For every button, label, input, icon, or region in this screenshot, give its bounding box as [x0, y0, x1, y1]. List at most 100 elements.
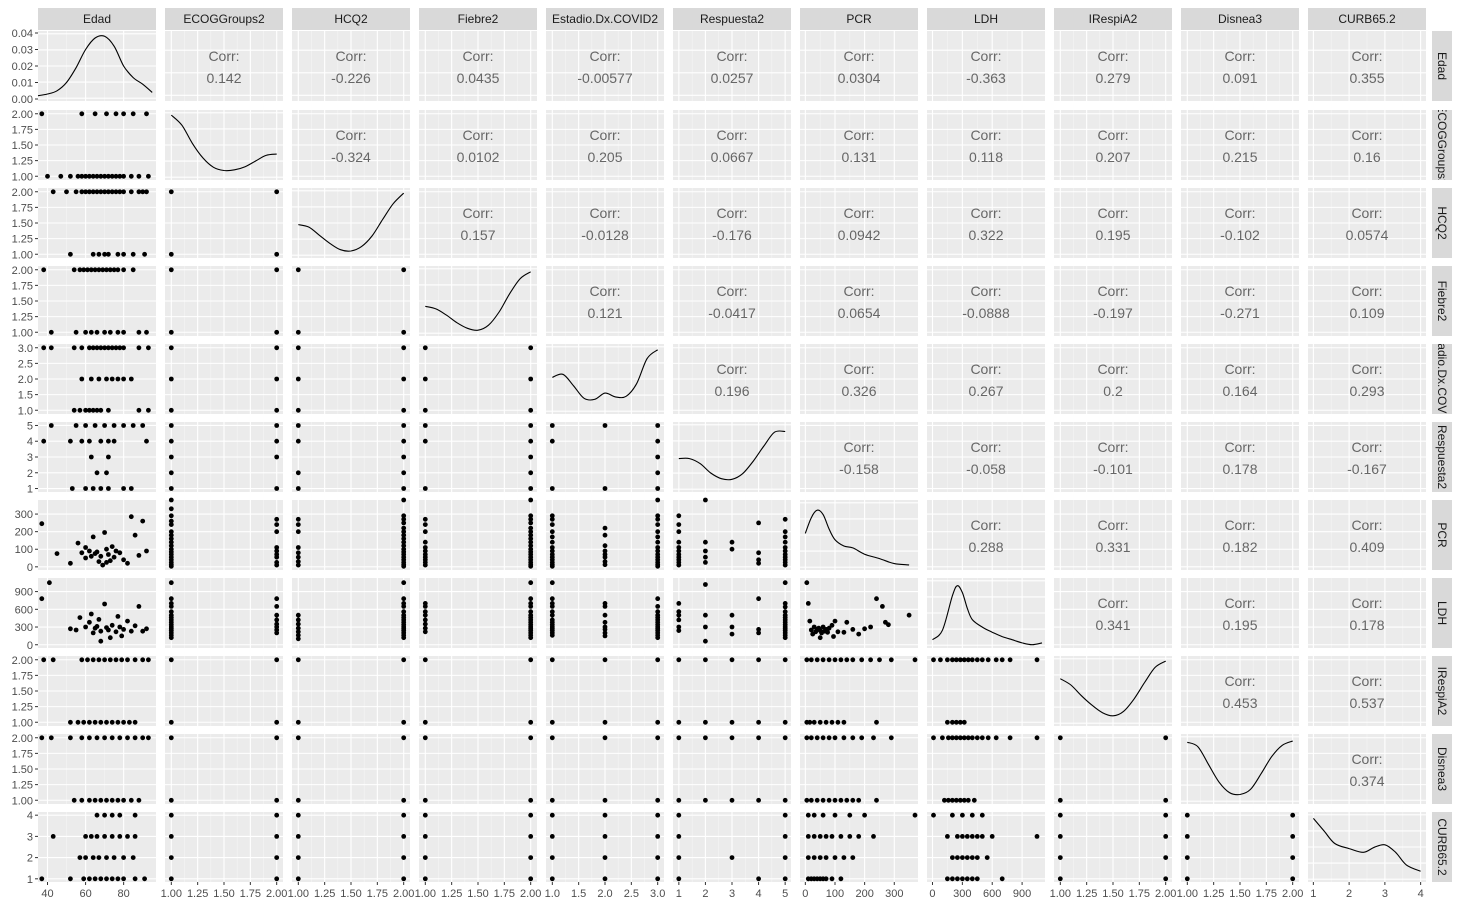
- scatter-point: [1290, 834, 1296, 839]
- correlation-label: Corr:: [1097, 595, 1128, 611]
- y-tick-label: 5: [27, 420, 33, 432]
- scatter-point: [422, 345, 428, 351]
- x-tick-label: 0: [929, 888, 935, 900]
- correlation-value: 0.16: [1353, 149, 1380, 165]
- correlation-label: Corr:: [716, 127, 747, 143]
- scatter-point: [146, 735, 151, 741]
- scatter-point: [144, 438, 149, 444]
- scatter-point: [71, 267, 77, 273]
- correlation-label: Corr:: [970, 439, 1001, 455]
- scatter-point: [109, 834, 115, 839]
- scatter-point: [50, 657, 56, 663]
- scatter-point: [823, 834, 829, 839]
- scatter-point: [50, 189, 56, 195]
- scatter-point: [602, 525, 608, 531]
- x-tick-label: 600: [983, 888, 1001, 900]
- scatter-point: [274, 529, 280, 535]
- scatter-point: [401, 454, 407, 460]
- scatter-point: [98, 407, 104, 413]
- x-tick-label: 1.25: [1076, 888, 1097, 900]
- panel-background: [800, 31, 918, 101]
- correlation-label: Corr:: [1224, 283, 1255, 299]
- scatter-point: [168, 532, 174, 538]
- scatter-point: [144, 548, 149, 554]
- scatter-point: [96, 267, 102, 273]
- scatter-point: [655, 609, 661, 615]
- scatter-point: [132, 876, 138, 882]
- scatter-point: [73, 627, 79, 633]
- scatter-point: [422, 423, 428, 428]
- scatter-point: [100, 267, 106, 273]
- column-strip: [38, 8, 156, 30]
- scatter-point: [113, 657, 119, 663]
- scatter-point: [87, 407, 92, 413]
- scatter-point: [974, 657, 980, 663]
- scatter-point: [401, 267, 407, 273]
- scatter-point: [549, 834, 555, 839]
- scatter-point: [274, 438, 280, 444]
- scatter-point: [98, 719, 104, 725]
- row-strip-label: IRespiA2: [1435, 667, 1449, 716]
- scatter-point: [782, 719, 788, 725]
- scatter-point: [274, 522, 280, 527]
- scatter-point: [782, 539, 788, 545]
- scatter-point: [295, 812, 301, 818]
- scatter-point: [549, 735, 555, 741]
- scatter-point: [528, 529, 534, 535]
- scatter-point: [128, 797, 134, 803]
- scatter-point: [401, 657, 407, 663]
- scatter-point: [602, 548, 608, 554]
- scatter-point: [808, 735, 814, 741]
- scatter-point: [96, 251, 102, 257]
- scatter-point: [756, 797, 761, 803]
- scatter-point: [832, 812, 838, 818]
- scatter-point: [109, 622, 115, 628]
- scatter-point: [140, 423, 146, 428]
- scatter-point: [676, 797, 682, 803]
- scatter-point: [102, 189, 107, 195]
- x-tick-label: 1: [1310, 888, 1316, 900]
- scatter-point: [817, 855, 823, 860]
- y-tick-label: 3.0: [18, 343, 33, 355]
- scatter-point: [549, 438, 555, 444]
- scatter-point: [655, 497, 661, 503]
- row-strip-label: PCR: [1435, 522, 1449, 548]
- row-strip-label: Estadio.Dx.COVID2: [1435, 326, 1449, 432]
- scatter-point: [54, 551, 60, 556]
- scatter-point: [844, 657, 850, 663]
- scatter-point: [109, 812, 115, 818]
- scatter-point: [106, 345, 111, 351]
- scatter-point: [782, 601, 788, 606]
- correlation-label: Corr:: [1351, 751, 1382, 767]
- x-tick-label: 2.00: [266, 888, 287, 900]
- column-strip: [419, 8, 537, 30]
- scatter-point: [98, 628, 104, 634]
- y-tick-label: 1.25: [12, 780, 33, 792]
- correlation-value: -0.158: [839, 461, 879, 477]
- correlation-value: 0.0667: [711, 149, 754, 165]
- scatter-point: [79, 376, 85, 382]
- y-tick-label: 1.00: [12, 171, 33, 183]
- panel-background: [927, 812, 1045, 882]
- scatter-point: [94, 189, 100, 195]
- scatter-point: [146, 345, 151, 351]
- scatter-point: [729, 855, 735, 860]
- scatter-point: [168, 876, 174, 882]
- scatter-point: [782, 797, 788, 803]
- scatter-point: [90, 657, 96, 663]
- scatter-point: [729, 624, 735, 630]
- scatter-point: [87, 548, 92, 554]
- y-tick-label: 600: [15, 604, 33, 616]
- correlation-label: Corr:: [1097, 361, 1128, 377]
- scatter-point: [274, 876, 280, 882]
- scatter-point: [676, 539, 682, 545]
- scatter-point: [106, 627, 111, 633]
- scatter-point: [676, 601, 682, 606]
- scatter-point: [974, 855, 980, 860]
- scatter-point: [401, 532, 407, 538]
- y-tick-label: 0: [27, 562, 33, 574]
- scatter-point: [125, 618, 130, 624]
- scatter-point: [117, 624, 123, 630]
- scatter-point: [756, 550, 761, 556]
- scatter-point: [979, 834, 985, 839]
